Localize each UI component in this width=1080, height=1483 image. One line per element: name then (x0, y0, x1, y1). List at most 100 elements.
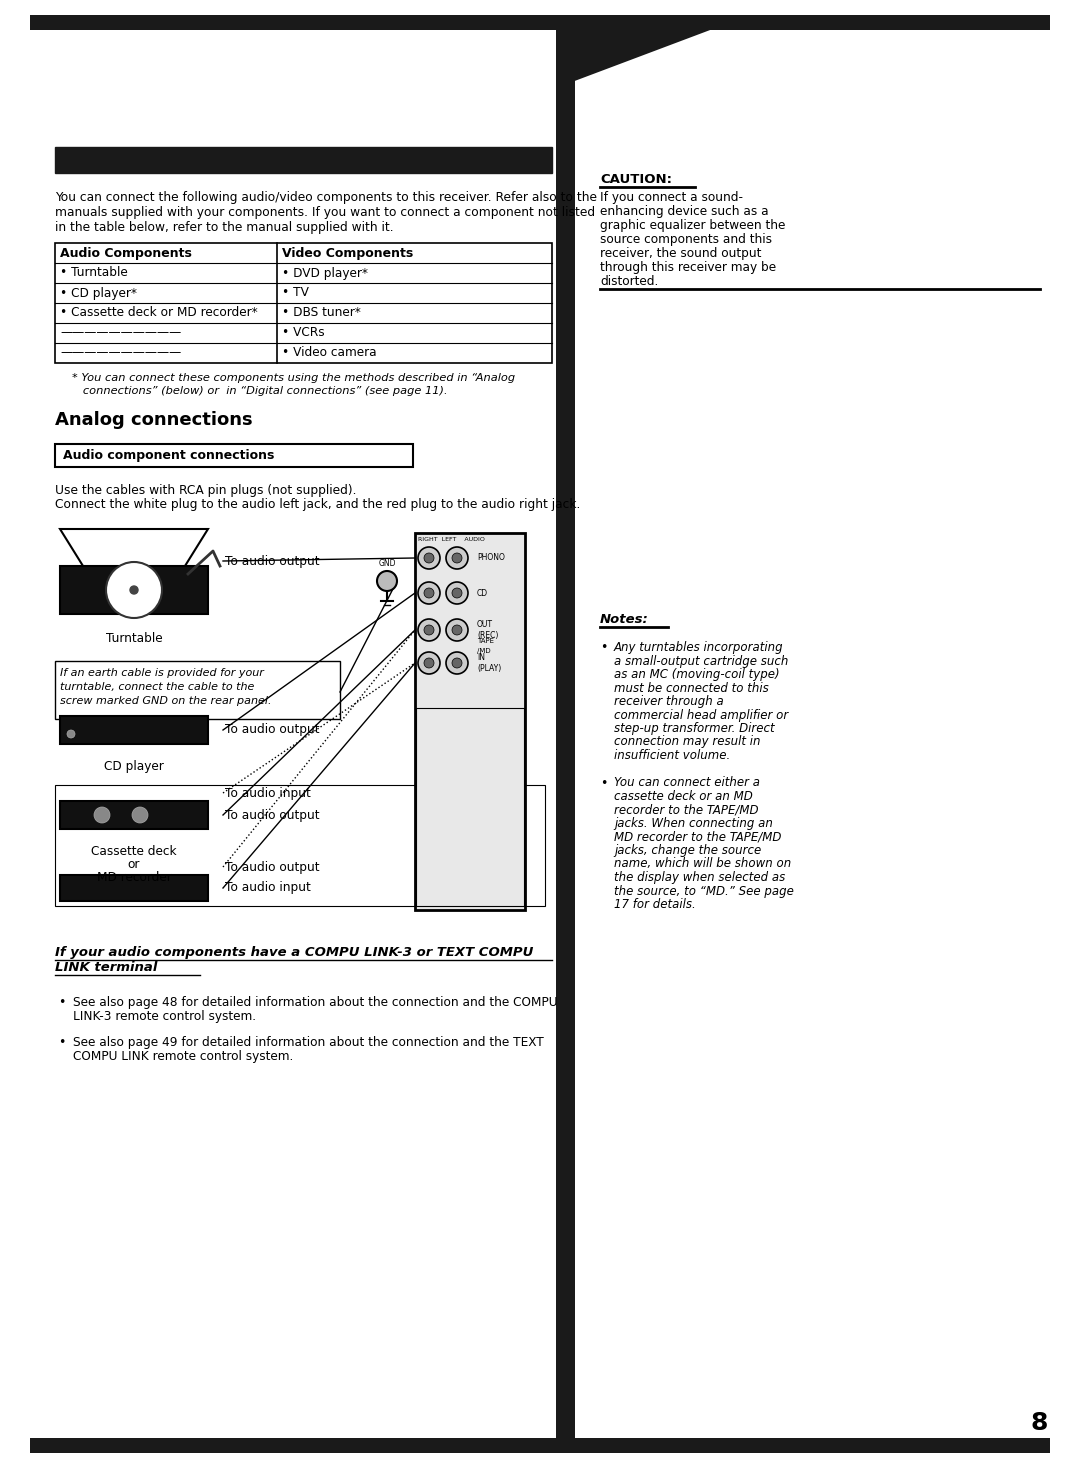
Text: graphic equalizer between the: graphic equalizer between the (600, 219, 785, 231)
Circle shape (446, 547, 468, 569)
Text: /MD: /MD (477, 648, 490, 654)
Text: • DBS tuner*: • DBS tuner* (282, 307, 361, 319)
Circle shape (453, 587, 462, 598)
Text: connection may result in: connection may result in (615, 736, 760, 749)
Text: RIGHT  LEFT    AUDIO: RIGHT LEFT AUDIO (418, 537, 485, 541)
Bar (55, 443, 413, 467)
Text: Any turntables incorporating: Any turntables incorporating (615, 641, 784, 654)
Text: ——————————: —————————— (60, 326, 181, 340)
Text: Connecting Audio/Video Components: Connecting Audio/Video Components (63, 153, 353, 168)
Circle shape (418, 618, 440, 641)
Text: jacks, change the source: jacks, change the source (615, 844, 761, 857)
Text: To audio output: To audio output (225, 724, 320, 737)
Text: TAPE: TAPE (477, 638, 494, 644)
Text: in the table below, refer to the manual supplied with it.: in the table below, refer to the manual … (55, 221, 393, 234)
Text: PHONO: PHONO (477, 553, 504, 562)
Text: • Cassette deck or MD recorder*: • Cassette deck or MD recorder* (60, 307, 258, 319)
Circle shape (446, 653, 468, 673)
Bar (60, 716, 208, 744)
Circle shape (453, 624, 462, 635)
Bar (30, 15, 1050, 30)
Text: source components and this: source components and this (600, 233, 772, 246)
Bar (65, 721, 85, 730)
Circle shape (424, 553, 434, 564)
Circle shape (424, 624, 434, 635)
Bar (55, 243, 552, 363)
Text: LINK terminal: LINK terminal (55, 961, 158, 974)
Text: Connect the white plug to the audio left jack, and the red plug to the audio rig: Connect the white plug to the audio left… (55, 498, 580, 512)
Text: • TV: • TV (282, 286, 309, 300)
Polygon shape (556, 15, 750, 87)
Bar (170, 805, 203, 826)
Bar (122, 721, 177, 742)
Text: To audio input: To audio input (225, 881, 311, 894)
Text: recorder to the TAPE/MD: recorder to the TAPE/MD (615, 804, 758, 817)
Circle shape (424, 658, 434, 667)
Text: • DVD player*: • DVD player* (282, 267, 368, 279)
Text: name, which will be shown on: name, which will be shown on (615, 857, 792, 871)
Text: CAUTION:: CAUTION: (600, 174, 672, 185)
Text: turntable, connect the cable to the: turntable, connect the cable to the (60, 682, 255, 693)
Text: receiver through a: receiver through a (615, 696, 724, 707)
Text: You can connect the following audio/video components to this receiver. Refer als: You can connect the following audio/vide… (55, 191, 597, 205)
Text: •: • (600, 777, 607, 789)
Text: Analog connections: Analog connections (55, 411, 253, 429)
Text: ——————————: —————————— (60, 347, 181, 359)
Text: MD recorder: MD recorder (96, 871, 172, 884)
Bar (415, 532, 525, 911)
Bar (55, 147, 552, 174)
Text: jacks. When connecting an: jacks. When connecting an (615, 817, 773, 830)
Bar (65, 816, 77, 826)
Circle shape (453, 658, 462, 667)
Text: IN
(PLAY): IN (PLAY) (477, 654, 501, 673)
Text: Notes:: Notes: (600, 612, 649, 626)
Text: CD player: CD player (104, 759, 164, 773)
Text: the source, to “MD.” See page: the source, to “MD.” See page (615, 884, 794, 897)
Text: 8: 8 (1030, 1410, 1048, 1436)
Text: the display when selected as: the display when selected as (615, 871, 785, 884)
Text: •: • (600, 641, 607, 654)
Circle shape (446, 618, 468, 641)
Text: through this receiver may be: through this receiver may be (600, 261, 777, 274)
Bar (105, 879, 153, 899)
Circle shape (377, 571, 397, 592)
Text: See also page 49 for detailed information about the connection and the TEXT: See also page 49 for detailed informatio… (73, 1037, 543, 1048)
Bar (65, 733, 85, 742)
Circle shape (130, 586, 138, 595)
Text: GND: GND (378, 559, 395, 568)
Bar (157, 879, 202, 899)
Text: * You can connect these components using the methods described in “Analog: * You can connect these components using… (72, 374, 515, 383)
Text: manuals supplied with your components. If you want to connect a component not li: manuals supplied with your components. I… (55, 206, 595, 219)
Text: COMPU LINK remote control system.: COMPU LINK remote control system. (73, 1050, 294, 1063)
Text: receiver, the sound output: receiver, the sound output (600, 248, 761, 260)
Polygon shape (60, 529, 208, 574)
Circle shape (132, 807, 148, 823)
Text: If your audio components have a COMPU LINK-3 or TEXT COMPU: If your audio components have a COMPU LI… (55, 946, 534, 960)
Text: Video Components: Video Components (282, 246, 414, 260)
Text: To audio output: To audio output (225, 555, 320, 568)
Text: enhancing device such as a: enhancing device such as a (600, 205, 769, 218)
Text: Use the cables with RCA pin plugs (not supplied).: Use the cables with RCA pin plugs (not s… (55, 483, 356, 497)
Bar (556, 15, 575, 1453)
Text: LINK-3 remote control system.: LINK-3 remote control system. (73, 1010, 256, 1023)
Bar (55, 661, 340, 719)
Text: • Video camera: • Video camera (282, 347, 377, 359)
Text: commercial head amplifier or: commercial head amplifier or (615, 709, 788, 722)
Bar (60, 567, 208, 614)
Text: Audio Components: Audio Components (60, 246, 192, 260)
Text: or: or (127, 859, 140, 871)
Bar (87, 721, 118, 742)
Text: 17 for details.: 17 for details. (615, 899, 696, 911)
Text: Audio component connections: Audio component connections (63, 449, 274, 463)
Bar (30, 1439, 1050, 1453)
Text: •: • (58, 997, 66, 1008)
Text: If you connect a sound-: If you connect a sound- (600, 191, 743, 205)
Circle shape (94, 807, 110, 823)
Text: a small-output cartridge such: a small-output cartridge such (615, 654, 788, 667)
Text: •: • (58, 1037, 66, 1048)
Text: CD: CD (477, 589, 488, 598)
Text: To audio output: To audio output (225, 860, 320, 873)
Circle shape (418, 547, 440, 569)
Bar (55, 785, 545, 906)
Text: distorted.: distorted. (600, 274, 658, 288)
